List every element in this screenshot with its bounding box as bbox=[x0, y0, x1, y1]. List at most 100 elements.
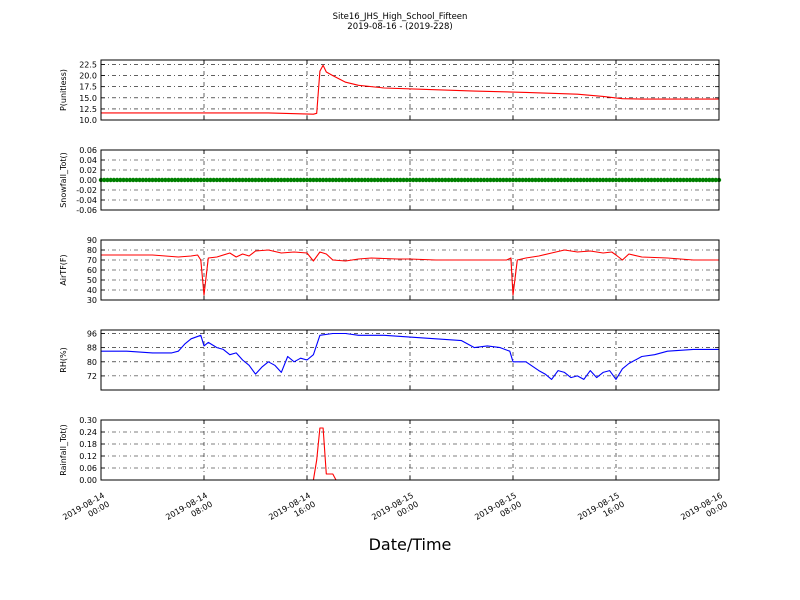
series-point bbox=[333, 177, 339, 183]
x-tick-label: 2019-08-1408:00 bbox=[164, 491, 214, 531]
series-point bbox=[642, 177, 648, 183]
series-point bbox=[163, 177, 168, 183]
series-point bbox=[108, 177, 113, 183]
y-tick-label: 0.04 bbox=[79, 156, 97, 165]
y-tick-label: 40 bbox=[87, 286, 97, 295]
y-axis-label: Rainfall_Tot() bbox=[59, 424, 68, 476]
series-point bbox=[166, 177, 171, 183]
series-point bbox=[237, 177, 242, 183]
series-point bbox=[446, 177, 451, 183]
series-point bbox=[243, 177, 249, 183]
x-tick-label: 2019-08-1416:00 bbox=[267, 491, 317, 531]
y-axis-label: AirTF(F) bbox=[59, 254, 68, 285]
series-point bbox=[327, 177, 332, 183]
series-point bbox=[684, 177, 690, 183]
series-point bbox=[394, 177, 400, 183]
series-point bbox=[176, 177, 181, 183]
series-point bbox=[102, 177, 107, 183]
series-point bbox=[523, 177, 529, 183]
series-point bbox=[633, 177, 638, 183]
y-tick-label: 80 bbox=[87, 246, 97, 255]
series-point bbox=[584, 177, 590, 183]
series-point bbox=[156, 177, 162, 183]
y-tick-label: 60 bbox=[87, 266, 97, 275]
series-point bbox=[172, 177, 178, 183]
series-point bbox=[417, 177, 422, 183]
series-point bbox=[507, 177, 512, 183]
series-point bbox=[703, 177, 709, 183]
series-point bbox=[275, 177, 281, 183]
y-tick-label: 90 bbox=[87, 236, 97, 245]
series-point bbox=[533, 177, 538, 183]
series-point bbox=[105, 177, 110, 183]
series-point bbox=[536, 177, 541, 183]
series-point bbox=[407, 177, 413, 183]
chart-subtitle: 2019-08-16 - (2019-228) bbox=[347, 22, 452, 32]
series-point bbox=[346, 177, 352, 183]
series-point bbox=[501, 177, 506, 183]
series-point bbox=[269, 177, 274, 183]
series-point bbox=[439, 177, 445, 183]
series-point bbox=[678, 177, 683, 183]
series-point bbox=[526, 177, 532, 183]
series-point bbox=[211, 177, 216, 183]
y-axis-label: P(unitless) bbox=[59, 69, 68, 111]
series-point bbox=[681, 177, 686, 183]
series-point bbox=[462, 177, 467, 183]
y-tick-label: 30 bbox=[87, 296, 97, 305]
y-tick-label: -0.02 bbox=[76, 186, 97, 195]
series-point bbox=[475, 177, 480, 183]
series-point bbox=[423, 177, 429, 183]
series-point bbox=[205, 177, 210, 183]
series-point bbox=[530, 177, 535, 183]
series-point bbox=[555, 177, 561, 183]
series-line bbox=[101, 332, 719, 380]
series-point bbox=[655, 177, 661, 183]
series-point bbox=[600, 177, 606, 183]
series-point bbox=[159, 177, 165, 183]
series-point bbox=[118, 177, 123, 183]
series-point bbox=[565, 177, 570, 183]
series-point bbox=[304, 177, 310, 183]
y-tick-label: 50 bbox=[87, 276, 97, 285]
series-point bbox=[336, 177, 342, 183]
series-point bbox=[617, 177, 622, 183]
plot-panels: 10.0 12.5 15.0 17.5 20.0 22.5 P(unitless) -0.06… bbox=[59, 59, 722, 485]
plot-frame bbox=[100, 149, 720, 211]
series-point bbox=[259, 177, 265, 183]
series-point bbox=[308, 177, 313, 183]
series-point bbox=[285, 177, 290, 183]
series-point bbox=[291, 177, 297, 183]
y-tick-label: -0.04 bbox=[76, 196, 97, 205]
series-point bbox=[140, 177, 146, 183]
y-tick-label: 0.02 bbox=[79, 166, 97, 175]
y-axis-label: Snowfall_Tot() bbox=[59, 152, 68, 208]
y-tick-label: 17.5 bbox=[79, 83, 97, 92]
series-point bbox=[388, 177, 393, 183]
y-tick-label: -0.06 bbox=[76, 206, 97, 215]
series-point bbox=[288, 177, 294, 183]
y-tick-label: 72 bbox=[87, 372, 97, 381]
series-point bbox=[552, 177, 558, 183]
series-point bbox=[188, 177, 194, 183]
series-point bbox=[127, 177, 133, 183]
series-point bbox=[629, 177, 635, 183]
series-point bbox=[147, 177, 152, 183]
series-point bbox=[134, 177, 139, 183]
series-point bbox=[517, 177, 522, 183]
series-point bbox=[201, 177, 207, 183]
y-tick-label: 15.0 bbox=[79, 94, 97, 103]
series-point bbox=[314, 177, 319, 183]
series-point bbox=[713, 177, 718, 183]
plot-frame bbox=[100, 329, 720, 391]
series-point bbox=[143, 177, 149, 183]
panel-0: 10.0 12.5 15.0 17.5 20.0 22.5 P(unitless) bbox=[59, 59, 720, 125]
series-point bbox=[427, 177, 432, 183]
series-point bbox=[153, 177, 158, 183]
series-point bbox=[343, 177, 348, 183]
series-point bbox=[185, 177, 191, 183]
y-tick-label: 22.5 bbox=[79, 60, 97, 69]
y-tick-label: 0.12 bbox=[79, 452, 97, 461]
series-point bbox=[111, 177, 117, 183]
y-tick-label: 88 bbox=[87, 344, 97, 353]
